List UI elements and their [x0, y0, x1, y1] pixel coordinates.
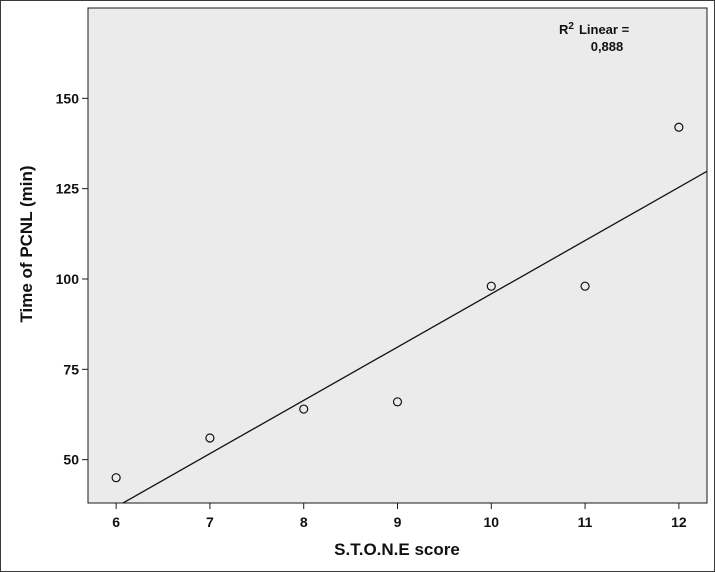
x-tick-label: 9: [394, 514, 402, 530]
data-point: [205, 433, 215, 443]
data-point: [580, 281, 590, 291]
x-tick-label: 6: [112, 514, 120, 530]
x-axis-title: S.T.O.N.E score: [334, 540, 460, 559]
y-tick-label: 150: [56, 90, 80, 106]
r-squared-label: R2 Linear =: [559, 21, 630, 37]
y-tick-label: 50: [63, 452, 79, 468]
data-point: [674, 122, 684, 132]
plot-area: [87, 7, 708, 504]
x-tick-label: 12: [671, 514, 687, 530]
data-point: [392, 397, 403, 407]
y-axis-title: Time of PCNL (min): [17, 165, 36, 322]
data-point: [486, 281, 496, 291]
x-tick-label: 11: [578, 514, 593, 530]
y-tick-label: 125: [56, 181, 80, 197]
r-squared-value: 0,888: [591, 39, 624, 54]
x-tick-label: 8: [300, 514, 308, 530]
data-point: [111, 473, 121, 483]
data-point: [299, 404, 309, 414]
fit-line: [121, 170, 707, 503]
r-squared-annotation: R2 Linear = 0,888: [559, 21, 630, 54]
y-tick-label: 100: [56, 271, 80, 287]
x-tick-label: 10: [483, 514, 499, 530]
x-tick-label: 7: [206, 514, 214, 530]
y-tick-label: 75: [63, 361, 79, 377]
